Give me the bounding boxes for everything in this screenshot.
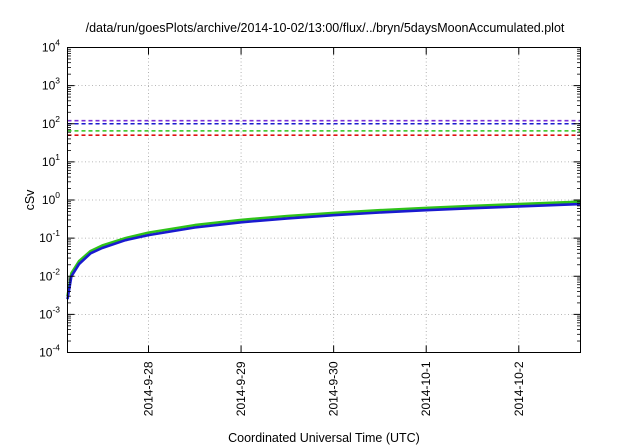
y-tick-label: 10-3 <box>39 304 60 321</box>
x-axis-ticks: 2014-9-28 2014-9-29 2014-9-30 2014-10-1 2014… <box>142 47 526 416</box>
x-tick-label: 2014-10-2 <box>512 361 526 416</box>
y-tick-label: 10-4 <box>39 343 60 360</box>
x-tick-label: 2014-9-30 <box>327 361 341 416</box>
y-tick-label: 103 <box>42 76 60 93</box>
y-axis-ticks: 10-4 10-3 10-2 10-1 100 101 102 103 104 <box>39 38 581 360</box>
series-line <box>66 202 581 300</box>
y-tick-label: 10-1 <box>39 228 60 245</box>
x-tick-label: 2014-9-29 <box>234 361 248 416</box>
y-tick-label: 10-2 <box>39 266 60 283</box>
chart-title: /data/run/goesPlots/archive/2014-10-02/1… <box>86 21 565 35</box>
y-tick-label: 100 <box>42 190 60 207</box>
y-tick-label: 101 <box>42 152 60 169</box>
y-tick-label: 102 <box>42 114 60 131</box>
y-axis-label: cSv <box>23 189 37 211</box>
x-axis-label: Coordinated Universal Time (UTC) <box>228 431 420 445</box>
y-tick-label: 104 <box>42 38 60 55</box>
series-lines <box>66 200 581 300</box>
x-tick-label: 2014-10-1 <box>419 361 433 416</box>
grid <box>67 47 581 353</box>
series-line <box>66 200 581 297</box>
x-tick-label: 2014-9-28 <box>142 361 156 416</box>
threshold-lines <box>67 119 581 137</box>
